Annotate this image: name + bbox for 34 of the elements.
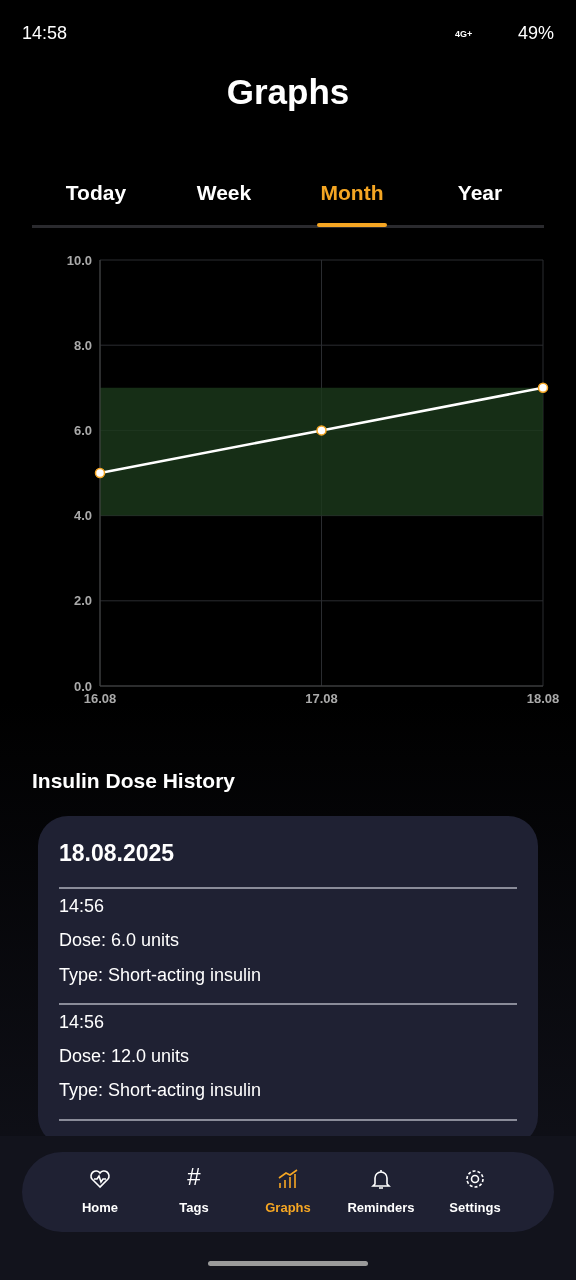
y-tick-label: 0.0 bbox=[73, 678, 92, 694]
text: 4G+ bbox=[455, 29, 473, 39]
text: Insulin Dose History bbox=[32, 769, 236, 793]
y-tick-label: 10.0 bbox=[66, 252, 92, 268]
text: 14:58 bbox=[22, 23, 68, 44]
point bbox=[94, 467, 106, 479]
chart-title: Graphs bbox=[225, 72, 351, 112]
x-tick-label: 18.08 bbox=[526, 691, 560, 707]
text: Dose: 12.0 units bbox=[59, 1046, 190, 1067]
x-tick-label: 17.08 bbox=[305, 691, 338, 707]
y-tick-label: 4.0 bbox=[73, 508, 92, 524]
text: 18.08.2025 bbox=[59, 840, 175, 867]
y-tick-label: 8.0 bbox=[73, 337, 92, 353]
text: # bbox=[186, 1163, 202, 1191]
text: Tags bbox=[178, 1200, 210, 1215]
x-tick-label: 16.08 bbox=[83, 691, 117, 707]
text: Home bbox=[80, 1200, 120, 1215]
text: Reminders bbox=[346, 1200, 416, 1215]
text: Today bbox=[64, 181, 128, 205]
text: 49% bbox=[518, 23, 555, 44]
text: Type: Short-acting insulin bbox=[59, 1080, 262, 1101]
text: Dose: 6.0 units bbox=[59, 930, 180, 951]
point bbox=[316, 425, 327, 436]
y-tick-label: 6.0 bbox=[73, 423, 92, 439]
text: Graphs bbox=[264, 1200, 312, 1215]
text: 14:56 bbox=[59, 896, 105, 917]
text: 14:56 bbox=[59, 1012, 105, 1033]
y-tick-label: 2.0 bbox=[73, 593, 92, 609]
text: Week bbox=[195, 181, 253, 205]
point bbox=[537, 382, 549, 394]
text: Month bbox=[319, 181, 385, 205]
text: Settings bbox=[448, 1200, 502, 1215]
text: Type: Short-acting insulin bbox=[59, 965, 262, 986]
text: Year bbox=[456, 181, 504, 205]
